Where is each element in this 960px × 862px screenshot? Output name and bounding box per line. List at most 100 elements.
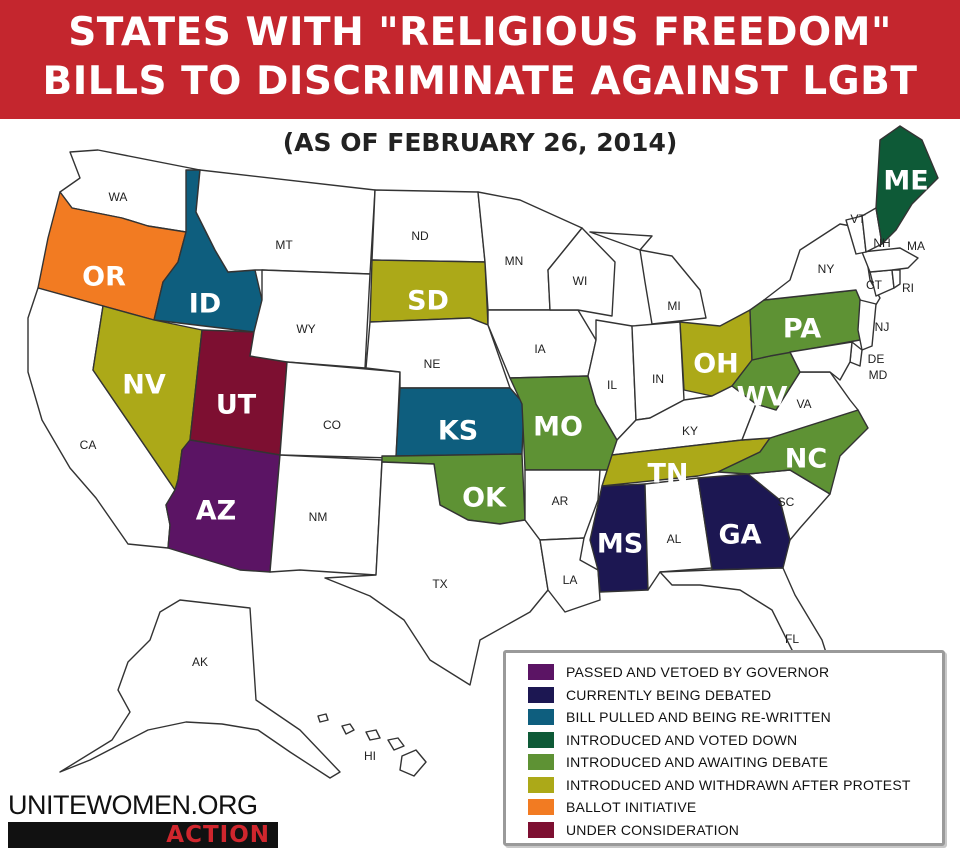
state-label-hi: HI	[364, 749, 376, 763]
state-label-ri: RI	[902, 281, 914, 295]
legend-swatch	[528, 776, 554, 793]
legend-list: PASSED AND VETOED BY GOVERNOR CURRENTLY B…	[528, 661, 942, 841]
state-label-ne: NE	[424, 357, 441, 371]
state-label-mi: MI	[667, 299, 680, 313]
state-label-oh: OH	[693, 349, 739, 380]
state-label-ia: IA	[534, 342, 545, 356]
legend-label: INTRODUCED AND AWAITING DEBATE	[566, 754, 829, 771]
state-label-va: VA	[796, 397, 811, 411]
state-label-il: IL	[607, 378, 617, 392]
state-label-nd: ND	[411, 229, 429, 243]
state-label-wv: WV	[737, 382, 788, 413]
state-nj	[857, 299, 877, 351]
state-me	[875, 125, 939, 245]
title-line-1: STATES WITH "RELIGIOUS FREEDOM"	[68, 10, 892, 55]
state-label-me: ME	[883, 166, 928, 197]
legend-item-pulled-rewritten: BILL PULLED AND BEING RE-WRITTEN	[528, 706, 942, 729]
state-label-wa: WA	[109, 190, 128, 204]
legend-item-withdrawn: INTRODUCED AND WITHDRAWN AFTER PROTEST	[528, 774, 942, 797]
legend-label: INTRODUCED AND VOTED DOWN	[566, 731, 798, 748]
legend-swatch	[528, 754, 554, 771]
legend-swatch	[528, 686, 554, 703]
state-label-wi: WI	[573, 274, 588, 288]
state-hi	[317, 713, 427, 777]
brand-logo: UNITEWOMEN.ORG ACTION	[8, 790, 288, 850]
legend-item-ballot: BALLOT INITIATIVE	[528, 796, 942, 819]
legend-box: PASSED AND VETOED BY GOVERNOR CURRENTLY B…	[503, 650, 945, 846]
state-label-fl: FL	[785, 632, 799, 646]
state-label-sd: SD	[407, 286, 449, 317]
title-banner: STATES WITH "RELIGIOUS FREEDOM" BILLS TO…	[0, 0, 960, 119]
legend-label: BILL PULLED AND BEING RE-WRITTEN	[566, 709, 831, 726]
state-label-ut: UT	[216, 390, 257, 421]
state-label-ca: CA	[80, 438, 97, 452]
legend-label: INTRODUCED AND WITHDRAWN AFTER PROTEST	[566, 776, 911, 793]
legend-label: UNDER CONSIDERATION	[566, 821, 740, 838]
legend-label: PASSED AND VETOED BY GOVERNOR	[566, 664, 830, 681]
legend-swatch	[528, 731, 554, 748]
state-label-ma: MA	[907, 239, 925, 253]
state-label-wy: WY	[296, 322, 315, 336]
legend-item-voted-down: INTRODUCED AND VOTED DOWN	[528, 729, 942, 752]
state-wy	[249, 269, 371, 369]
state-tx	[324, 461, 549, 686]
state-label-sc: SC	[778, 495, 795, 509]
brand-name: UNITEWOMEN.ORG	[8, 790, 258, 820]
state-label-vt: VT	[850, 212, 866, 226]
state-mt	[195, 169, 376, 275]
state-label-nm: NM	[309, 510, 328, 524]
state-label-mt: MT	[275, 238, 293, 252]
state-label-az: AZ	[196, 496, 236, 527]
state-label-tx: TX	[432, 577, 447, 591]
state-ma	[861, 247, 919, 273]
legend-item-under-consideration: UNDER CONSIDERATION	[528, 819, 942, 842]
legend-swatch	[528, 709, 554, 726]
state-label-ak: AK	[192, 655, 208, 669]
state-label-la: LA	[563, 573, 578, 587]
state-label-ky: KY	[682, 424, 698, 438]
state-label-nc: NC	[785, 444, 827, 475]
state-co	[279, 361, 401, 459]
state-label-co: CO	[323, 418, 341, 432]
state-label-in: IN	[652, 372, 664, 386]
state-label-id: ID	[189, 289, 221, 320]
brand-action: ACTION	[8, 822, 278, 848]
state-ri	[891, 269, 901, 289]
legend-label: BALLOT INITIATIVE	[566, 799, 697, 816]
state-al	[644, 477, 713, 591]
state-nd	[371, 189, 486, 263]
state-label-or: OR	[82, 262, 126, 293]
state-label-nh: NH	[873, 236, 890, 250]
legend-swatch	[528, 664, 554, 681]
state-label-ga: GA	[718, 520, 761, 551]
state-label-ms: MS	[597, 529, 643, 560]
state-label-de: DE	[868, 352, 885, 366]
legend-label: CURRENTLY BEING DEBATED	[566, 686, 772, 703]
state-ak	[59, 599, 341, 779]
state-label-ct: CT	[866, 278, 883, 292]
state-label-al: AL	[667, 532, 682, 546]
state-label-ar: AR	[552, 494, 569, 508]
legend-item-awaiting-debate: INTRODUCED AND AWAITING DEBATE	[528, 751, 942, 774]
state-label-md: MD	[869, 368, 888, 382]
state-label-pa: PA	[783, 314, 821, 345]
legend-swatch	[528, 821, 554, 838]
legend-item-passed-vetoed: PASSED AND VETOED BY GOVERNOR	[528, 661, 942, 684]
state-md	[789, 341, 853, 381]
state-label-tn: TN	[647, 459, 688, 490]
state-label-nj: NJ	[875, 320, 890, 334]
state-label-nv: NV	[122, 370, 166, 401]
date-subtitle: (AS OF FEBRUARY 26, 2014)	[282, 128, 678, 157]
state-label-ny: NY	[818, 262, 835, 276]
state-nm	[269, 454, 383, 576]
state-wi	[547, 227, 616, 317]
legend-item-being-debated: CURRENTLY BEING DEBATED	[528, 684, 942, 707]
state-label-ok: OK	[462, 483, 507, 514]
title-line-2: BILLS TO DISCRIMINATE AGAINST LGBT	[42, 59, 918, 104]
state-mi	[589, 231, 707, 325]
state-label-ks: KS	[438, 416, 478, 447]
state-label-mo: MO	[533, 412, 583, 443]
legend-swatch	[528, 799, 554, 816]
state-label-mn: MN	[505, 254, 524, 268]
